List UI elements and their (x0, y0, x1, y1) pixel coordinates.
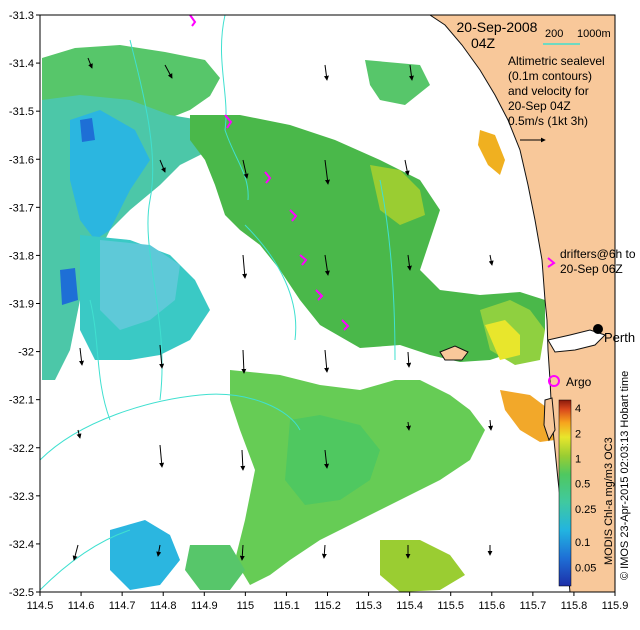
y-tick-label: -32.4 (9, 539, 34, 551)
drifters-line-2: 20-Sep 06Z (560, 262, 623, 276)
y-axis-ticks: -31.3 -31.4 -31.5 -31.6 -31.7 -31.8 -31.9 -32 -3… (9, 10, 40, 599)
y-tick-label: -32.5 (9, 587, 34, 599)
velocity-arrows (72, 57, 494, 561)
y-tick-label: -32.2 (9, 443, 34, 455)
x-tick-label: 115 (237, 600, 255, 612)
legend-line-2: (0.1m contours) (508, 69, 592, 83)
date-title: 20-Sep-2008 (457, 19, 538, 35)
perth-marker (593, 324, 603, 334)
drifters-line-1: drifters@6h to (560, 247, 636, 261)
colorbar-tick-label: 0.25 (575, 504, 596, 516)
x-tick-label: 114.9 (191, 600, 218, 612)
y-tick-label: -31.6 (9, 154, 34, 166)
credit-text: © IMOS 23-Apr-2015 02:03:13 Hobart time (619, 371, 631, 580)
x-axis-ticks: 114.5 114.6 114.7 114.8 114.9 115 115.1 115.2 11… (27, 592, 629, 612)
y-tick-label: -32.1 (9, 395, 34, 407)
x-tick-label: 115.4 (396, 600, 423, 612)
argo-label: Argo (566, 375, 592, 389)
x-tick-label: 115.2 (314, 600, 341, 612)
x-tick-label: 115.5 (437, 600, 464, 612)
colorbar-tick-label: 0.1 (575, 537, 590, 549)
city-label: Perth (604, 330, 635, 345)
garden-island (543, 397, 556, 442)
x-tick-label: 114.5 (27, 600, 54, 612)
x-tick-label: 115.3 (355, 600, 382, 612)
estuary (547, 329, 606, 353)
colorbar-tick-label: 0.5 (575, 479, 590, 491)
x-tick-label: 115.7 (519, 600, 546, 612)
x-tick-label: 114.7 (109, 600, 136, 612)
colorbar-title: MODIS Chl-a mg/m3 OC3 (603, 437, 615, 565)
y-tick-label: -32 (18, 347, 34, 359)
legend-line-3: and velocity for (508, 84, 589, 98)
legend-line-5: 0.5m/s (1kt 3h) (508, 114, 588, 128)
scale-label-right: 1000m (577, 28, 611, 40)
scale-label-left: 200 (545, 28, 563, 40)
colorbar (558, 399, 572, 587)
x-tick-label: 115.6 (478, 600, 505, 612)
x-tick-label: 115.8 (561, 600, 588, 612)
colorbar-tick-label: 1 (575, 454, 581, 466)
y-tick-label: -32.3 (9, 491, 34, 503)
y-tick-label: -31.9 (9, 299, 34, 311)
y-tick-label: -31.5 (9, 106, 34, 118)
x-tick-label: 114.8 (150, 600, 177, 612)
colorbar-tick-label: 2 (575, 428, 581, 440)
colorbar-tick-label: 0.05 (575, 562, 596, 574)
chlorophyll-field (42, 45, 555, 592)
colorbar-tick-label: 4 (575, 403, 581, 415)
x-tick-label: 115.9 (602, 600, 629, 612)
colorbar-ticks: 4 2 1 0.5 0.25 0.1 0.05 (575, 403, 596, 574)
argo-marker (548, 375, 560, 387)
x-tick-label: 115.1 (273, 600, 300, 612)
time-title: 04Z (471, 35, 496, 51)
y-tick-label: -31.3 (9, 10, 34, 22)
legend-line-1: Altimetric sealevel (508, 54, 605, 68)
sealevel-contours (39, 14, 396, 591)
drifter-tracks (189, 14, 556, 331)
legend-line-4: 20-Sep 04Z (508, 99, 571, 113)
x-tick-label: 114.6 (68, 600, 95, 612)
rottnest-island (439, 345, 469, 361)
y-tick-label: -31.7 (9, 202, 34, 214)
y-tick-label: -31.4 (9, 58, 34, 70)
y-tick-label: -31.8 (9, 250, 34, 262)
